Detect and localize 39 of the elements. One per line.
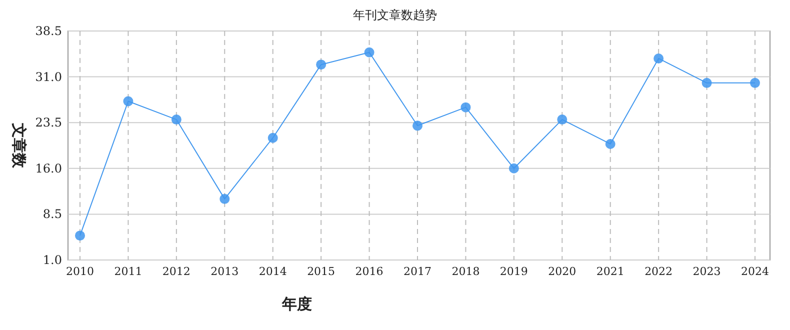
y-tick-label: 23.5 bbox=[35, 116, 62, 130]
y-tick-label: 38.5 bbox=[35, 24, 62, 38]
y-axis-title: 文章数 bbox=[10, 122, 28, 169]
y-tick-label: 8.5 bbox=[42, 207, 62, 222]
x-tick-label: 2021 bbox=[596, 265, 624, 278]
y-tick-label: 1.0 bbox=[42, 253, 62, 267]
y-tick-label: 31.0 bbox=[35, 70, 62, 84]
point bbox=[364, 47, 374, 58]
point bbox=[605, 138, 616, 149]
point bbox=[220, 194, 230, 204]
x-tick-label: 2012 bbox=[162, 265, 190, 278]
x-tick-label: 2010 bbox=[66, 265, 94, 278]
x-tick-label: 2020 bbox=[548, 265, 576, 278]
x-tick-label: 2018 bbox=[452, 265, 480, 278]
point bbox=[75, 230, 85, 241]
x-tick-label: 2011 bbox=[114, 265, 142, 278]
point bbox=[316, 60, 326, 70]
x-tick-label: 2017 bbox=[404, 265, 432, 278]
x-tick-label: 2016 bbox=[355, 265, 384, 278]
x-tick-label: 2014 bbox=[258, 265, 287, 278]
point bbox=[750, 78, 760, 88]
point bbox=[171, 114, 182, 125]
x-tick-label: 2022 bbox=[644, 265, 673, 278]
x-tick-label: 2015 bbox=[307, 265, 336, 278]
point bbox=[123, 96, 134, 106]
point bbox=[654, 53, 664, 64]
y-tick-label: 16.0 bbox=[35, 161, 62, 176]
chart-title: 年刊文章数趋势 bbox=[353, 8, 437, 22]
point bbox=[557, 114, 568, 125]
point bbox=[460, 102, 471, 112]
x-tick-label: 2023 bbox=[692, 265, 721, 278]
x-tick-label: 2024 bbox=[741, 265, 769, 278]
x-axis-title: 年度 bbox=[281, 295, 312, 313]
point bbox=[508, 163, 519, 174]
point bbox=[412, 120, 422, 131]
x-tick-label: 2019 bbox=[500, 265, 528, 278]
point bbox=[702, 78, 712, 88]
x-tick-label: 2013 bbox=[210, 265, 239, 278]
point bbox=[268, 132, 278, 143]
